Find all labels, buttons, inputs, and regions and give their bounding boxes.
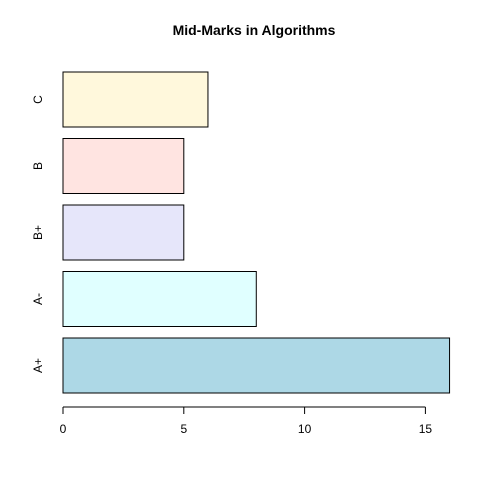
y-tick-label-b: B bbox=[31, 162, 45, 170]
bar-a-plus bbox=[62, 337, 451, 394]
bars bbox=[62, 71, 451, 394]
bar-a-minus bbox=[62, 271, 257, 327]
x-axis: 0 5 10 15 bbox=[60, 406, 433, 436]
y-axis-labels: A+ A- B+ B C bbox=[31, 95, 45, 373]
x-tick-label-0: 0 bbox=[60, 422, 67, 436]
x-tick-label-10: 10 bbox=[298, 422, 312, 436]
y-tick-label-a-minus: A- bbox=[31, 293, 45, 305]
y-tick-label-a-plus: A+ bbox=[31, 358, 45, 373]
bar-c bbox=[62, 71, 209, 128]
x-tick-label-15: 15 bbox=[419, 422, 433, 436]
y-tick-label-b-plus: B+ bbox=[31, 225, 45, 240]
bar-b bbox=[62, 138, 185, 194]
x-tick-label-5: 5 bbox=[180, 422, 187, 436]
chart-title: Mid-Marks in Algorithms bbox=[173, 22, 336, 38]
y-tick-label-c: C bbox=[31, 95, 45, 104]
bar-b-plus bbox=[62, 204, 185, 261]
